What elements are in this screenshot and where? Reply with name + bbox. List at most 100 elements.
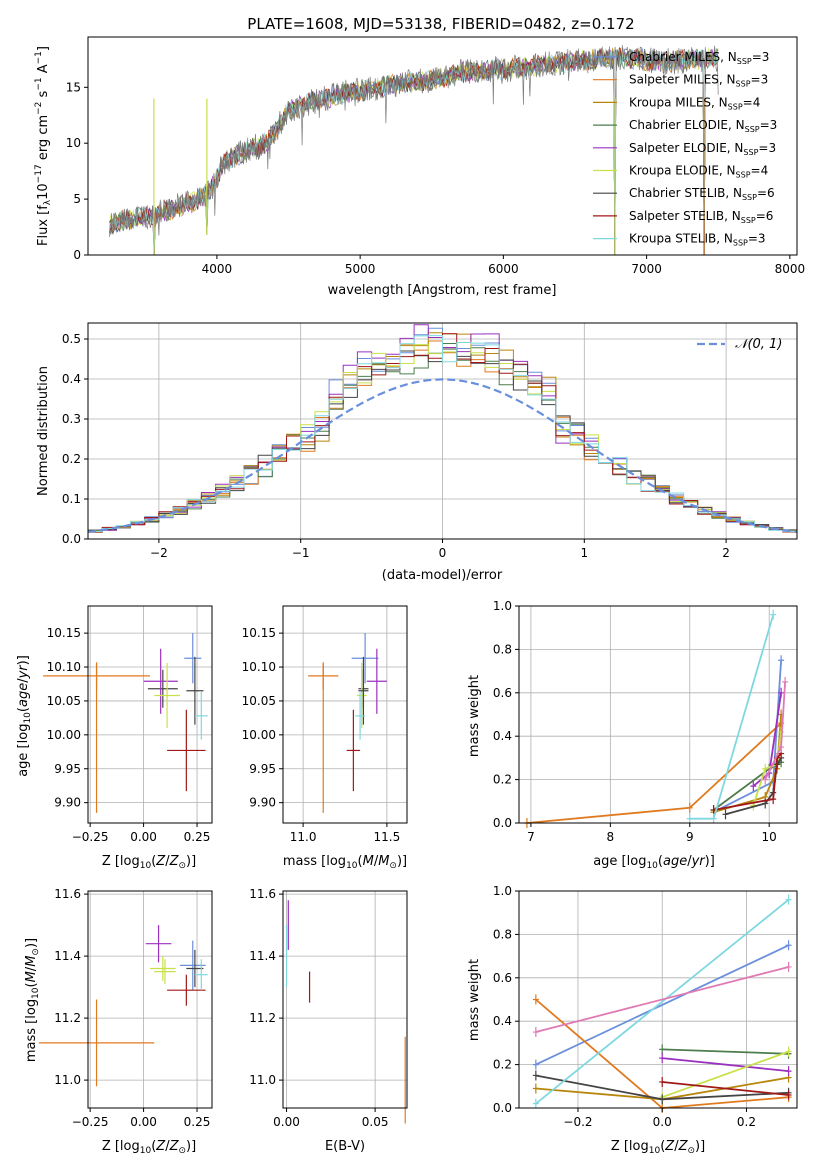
weight-series-line [713, 752, 782, 811]
axes-frame [518, 605, 798, 824]
spectrum-curves [109, 45, 719, 256]
y-tick-label: 11.6 [54, 887, 81, 901]
weight-vs-Z-ylabel: mass weight [467, 959, 482, 1041]
axes-frame [282, 890, 408, 1109]
weight-vs-age-xlabel: age [log10(age/yr)] [593, 854, 715, 871]
weight-point-marker [785, 1046, 792, 1057]
weight-point-marker [762, 763, 769, 774]
y-tick-label: 0.4 [62, 372, 81, 386]
weight-point-marker [785, 894, 792, 905]
y-tick-label: 0.0 [493, 1101, 512, 1115]
weight-point-marker [686, 813, 693, 824]
weight-series-line [535, 898, 790, 1105]
residuals-ticks: −2 −1 0 1 2 0.0 0.1 0.2 0.3 0.4 0.5 [62, 322, 798, 560]
axis-ticks: 11.0 11.5 9.90 9.95 10.00 10.05 10.10 10.15 [242, 605, 408, 844]
x-tick-label: 9 [686, 830, 694, 844]
legend-label: Chabrier MILES, NSSP=3 [629, 50, 769, 66]
age-vs-Z-xlabel: Z [log10(Z/Z⊙)] [102, 854, 196, 871]
y-tick-label: 10.00 [47, 728, 81, 742]
spectrum-xlabel: wavelength [Angstrom, rest frame] [328, 283, 557, 298]
y-tick-label: 10.05 [47, 694, 81, 708]
legend-label: Kroupa MILES, NSSP=4 [629, 95, 760, 111]
weight-series-line [526, 722, 782, 824]
weight-vs-Z-plot: −0.2 0.0 0.2 0.0 0.2 0.4 0.6 0.8 1.0 [493, 884, 798, 1129]
weight-point-marker [770, 609, 777, 620]
y-tick-label: 0.4 [493, 729, 512, 743]
y-tick-label: 10.05 [242, 694, 276, 708]
axes-frame [87, 322, 798, 540]
y-tick-label: 11.0 [54, 1073, 81, 1087]
x-tick-label: 0.00 [273, 1115, 300, 1129]
y-tick-label: 0.6 [493, 971, 512, 985]
weight-point-marker [785, 1066, 792, 1077]
y-tick-label: 0.5 [62, 332, 81, 346]
panel-age-vs-Z: −0.25 0.00 0.25 9.90 9.95 10.00 10.05 10.10 10.1… [16, 605, 213, 871]
y-tick-label: 1.0 [493, 599, 512, 613]
y-tick-label: 0.2 [493, 773, 512, 787]
y-tick-label: 0.0 [493, 816, 512, 830]
x-tick-label: 0.00 [130, 1115, 157, 1129]
axis-ticks: −0.25 0.00 0.25 11.0 11.2 11.4 11.6 [54, 887, 213, 1129]
panel-mass-vs-EBV: 0.00 0.05 11.0 11.2 11.4 11.6 E(B-V) [249, 887, 408, 1154]
x-tick-label: 11.0 [290, 830, 317, 844]
spectrum-ticks: 4000 5000 6000 7000 8000 0 5 10 15 [66, 36, 805, 276]
y-tick-label: 11.4 [249, 949, 276, 963]
y-tick-label: 9.90 [249, 796, 276, 810]
panel-mass-vs-Z: −0.25 0.00 0.25 11.0 11.2 11.4 11.6 Z [log10(Z… [24, 887, 213, 1156]
x-tick-label: −0.2 [563, 1115, 592, 1129]
legend-label: Salpeter STELIB, NSSP=6 [629, 209, 773, 225]
x-tick-label: 10 [762, 830, 777, 844]
spectrum-ylabel: Flux [fλ10−17 erg cm−2 s−1 A−1] [34, 46, 53, 246]
weight-point-marker [659, 1076, 666, 1087]
weight-vs-Z-xlabel: Z [log10(Z/Z⊙)] [611, 1139, 705, 1156]
weight-series-line [535, 966, 789, 1033]
x-tick-label: 0.05 [362, 1115, 389, 1129]
x-tick-label: 8 [607, 830, 615, 844]
x-tick-label: 0.25 [184, 830, 211, 844]
weight-point-marker [750, 781, 757, 792]
x-tick-label: 5000 [345, 262, 376, 276]
weight-point-marker [686, 802, 693, 813]
weight-point-marker [659, 1044, 666, 1055]
x-tick-label: 7 [527, 830, 535, 844]
gaussian-legend-label: 𝒩(0, 1) [735, 337, 782, 352]
weight-series-line [662, 1057, 789, 1072]
weight-point-marker [770, 794, 777, 805]
y-tick-label: 15 [66, 80, 81, 94]
weight-point-marker [532, 1098, 539, 1109]
axis-ticks: −0.25 0.00 0.25 9.90 9.95 10.00 10.05 10.10 10.1… [47, 605, 213, 844]
weight-point-marker [778, 655, 785, 666]
weight-vs-age-plot: 7 8 9 10 0.0 0.2 0.4 0.6 0.8 1.0 [493, 599, 798, 844]
y-tick-label: 0.2 [62, 452, 81, 466]
age-vs-mass-plot: 11.0 11.5 9.90 9.95 10.00 10.05 10.10 10.15 [242, 605, 408, 844]
mass-vs-EBV-xlabel: E(B-V) [325, 1139, 365, 1154]
panel-residuals: −2 −1 0 1 2 0.0 0.1 0.2 0.3 0.4 0.5 𝒩(0, 1) (data-… [36, 322, 798, 583]
x-tick-label: 0.2 [737, 1115, 756, 1129]
y-tick-label: 10.10 [47, 660, 81, 674]
y-tick-label: 1.0 [493, 884, 512, 898]
x-tick-label: 11.5 [374, 830, 401, 844]
x-tick-label: −0.25 [72, 1115, 109, 1129]
y-tick-label: 9.90 [54, 796, 81, 810]
x-tick-label: −0.25 [72, 830, 109, 844]
x-tick-label: −1 [292, 546, 310, 560]
y-tick-label: 0.8 [493, 927, 512, 941]
y-tick-label: 11.0 [249, 1073, 276, 1087]
axis-ticks: 7 8 9 10 0.0 0.2 0.4 0.6 0.8 1.0 [493, 599, 798, 844]
x-tick-label: 7000 [631, 262, 662, 276]
axis-ticks: 0.00 0.05 11.0 11.2 11.4 11.6 [249, 887, 408, 1129]
spectrum-data-line [109, 45, 719, 238]
age-vs-Z-plot: −0.25 0.00 0.25 9.90 9.95 10.00 10.05 10.10 10.1… [43, 605, 213, 844]
weight-point-marker [782, 676, 789, 687]
weight-point-marker [532, 1027, 539, 1038]
y-tick-label: 5 [73, 192, 81, 206]
legend-label: Kroupa ELODIE, NSSP=4 [629, 164, 768, 180]
x-tick-label: 4000 [202, 262, 233, 276]
mass-vs-Z-xlabel: Z [log10(Z/Z⊙)] [102, 1139, 196, 1156]
y-tick-label: 0.0 [62, 532, 81, 546]
y-tick-label: 10.15 [47, 626, 81, 640]
legend-label: Chabrier STELIB, NSSP=6 [629, 186, 775, 202]
axes-frame [87, 36, 798, 256]
weight-point-marker [710, 813, 717, 824]
